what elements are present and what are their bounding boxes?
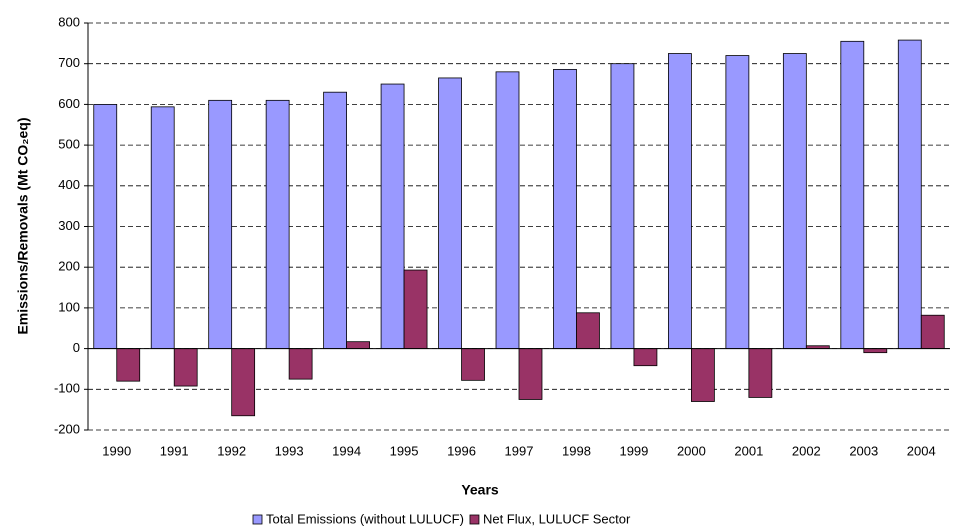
- bar: [782, 53, 807, 350]
- y-tick-label: 400: [58, 177, 80, 192]
- y-tick-label: 600: [58, 96, 80, 111]
- bar: [150, 106, 175, 349]
- bar: [93, 104, 118, 349]
- bar: [518, 348, 543, 400]
- bar: [725, 55, 750, 350]
- legend-swatch: [252, 514, 263, 525]
- y-tick-label: -200: [54, 421, 80, 436]
- bar: [265, 99, 290, 350]
- y-tick-label: 800: [58, 14, 80, 29]
- x-tick-label: 2003: [849, 443, 878, 458]
- legend-label: Net Flux, LULUCF Sector: [483, 511, 631, 526]
- bar: [346, 341, 370, 349]
- x-tick-label: 1994: [332, 443, 361, 458]
- bar: [691, 348, 715, 402]
- x-tick-label: 2004: [907, 443, 936, 458]
- legend-label: Total Emissions (without LULUCF): [266, 511, 464, 526]
- bar: [231, 348, 256, 417]
- x-tick-label: 1996: [447, 443, 476, 458]
- x-tick-label: 2001: [734, 443, 763, 458]
- legend-swatch: [469, 514, 480, 525]
- x-axis-label: Years: [461, 482, 499, 498]
- bar: [576, 312, 600, 349]
- y-tick-label: 700: [58, 55, 80, 70]
- x-tick-label: 1995: [390, 443, 419, 458]
- bar: [173, 348, 198, 387]
- bar: [840, 40, 865, 350]
- y-tick-label: -100: [54, 381, 80, 396]
- bar: [668, 53, 692, 350]
- y-tick-label: 500: [58, 137, 80, 152]
- x-tick-label: 1991: [160, 443, 189, 458]
- bar: [403, 269, 428, 350]
- bar: [920, 314, 945, 350]
- x-tick-label: 1992: [217, 443, 246, 458]
- bar: [633, 348, 658, 367]
- bar: [495, 71, 520, 350]
- bar: [208, 99, 233, 350]
- x-tick-label: 2000: [677, 443, 706, 458]
- bar: [897, 39, 922, 350]
- bar: [380, 83, 405, 349]
- bar: [116, 348, 141, 382]
- x-tick-label: 2002: [792, 443, 821, 458]
- y-axis-label: Emissions/Removals (Mt CO₂eq): [15, 117, 31, 334]
- y-tick-label: 300: [58, 218, 80, 233]
- bar: [438, 77, 462, 349]
- y-tick-label: 200: [58, 259, 80, 274]
- x-tick-label: 1998: [562, 443, 591, 458]
- x-tick-label: 1990: [102, 443, 131, 458]
- bar: [863, 348, 888, 354]
- bar: [323, 91, 348, 350]
- x-tick-label: 1997: [505, 443, 534, 458]
- bar: [610, 63, 635, 349]
- y-tick-label: 100: [58, 299, 80, 314]
- y-tick-label: 0: [73, 340, 80, 355]
- bar: [748, 348, 773, 398]
- x-tick-label: 1993: [275, 443, 304, 458]
- x-tick-label: 1999: [619, 443, 648, 458]
- bar: [288, 348, 313, 380]
- bar: [553, 68, 577, 349]
- bar: [461, 348, 485, 381]
